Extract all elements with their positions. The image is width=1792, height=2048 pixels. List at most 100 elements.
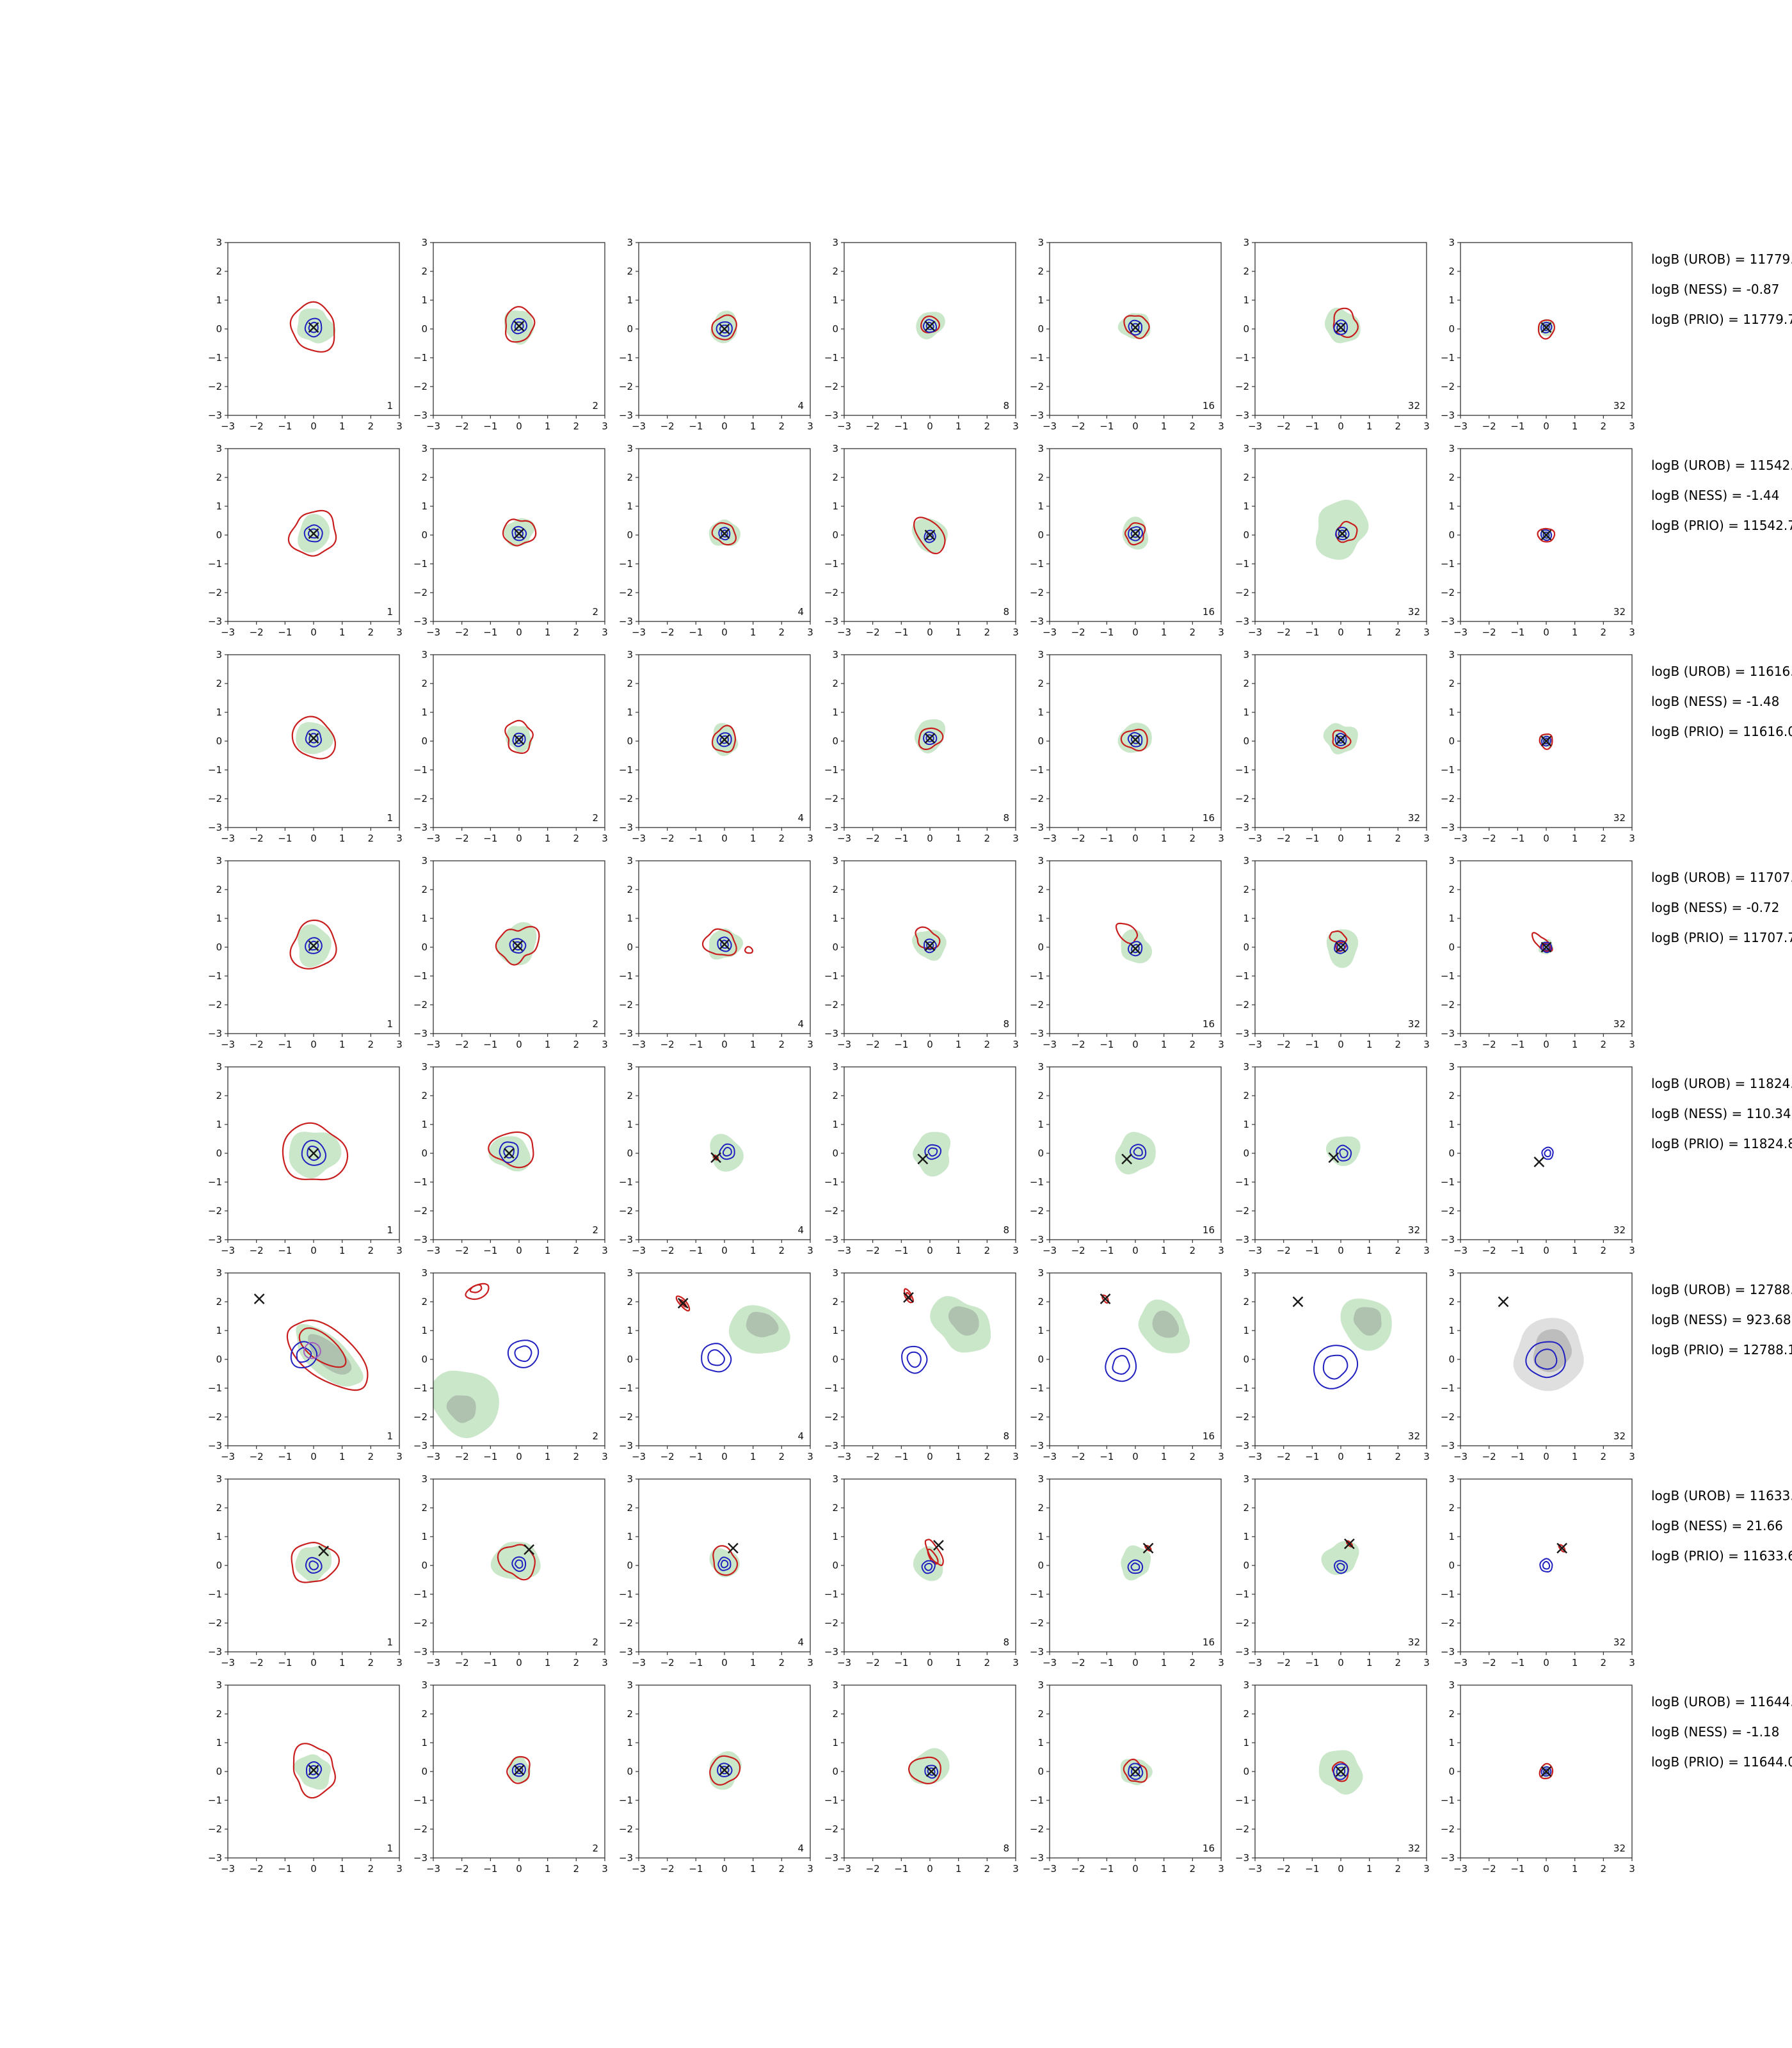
blue-contour-outer bbox=[924, 938, 937, 954]
x-tick-label: 2 bbox=[1395, 833, 1402, 844]
logb-annotation-line: logB (PRIO) = 11633.64 bbox=[1651, 1548, 1792, 1564]
y-tick-label: 2 bbox=[1243, 266, 1249, 277]
x-tick-label: −2 bbox=[1071, 420, 1085, 432]
truth-cross-marker bbox=[1540, 735, 1552, 747]
x-tick-label: −3 bbox=[837, 627, 851, 638]
y-tick-label: 1 bbox=[216, 1531, 222, 1542]
y-tick-label: 2 bbox=[1448, 1502, 1455, 1514]
y-tick-label: 2 bbox=[832, 678, 838, 689]
ensemble-size-label: 32 bbox=[1613, 1430, 1626, 1442]
y-tick-label: 1 bbox=[421, 1119, 428, 1130]
y-tick-label: 2 bbox=[421, 1090, 428, 1101]
truth-cross-marker bbox=[917, 1153, 929, 1165]
y-tick-label: 0 bbox=[1037, 735, 1044, 747]
x-tick-label: −3 bbox=[632, 833, 646, 844]
y-tick-label: −1 bbox=[1030, 1176, 1044, 1188]
red-contour bbox=[291, 716, 337, 760]
plot-area bbox=[710, 1133, 744, 1172]
truth-cross-marker bbox=[924, 940, 936, 952]
y-tick-label: 3 bbox=[832, 1267, 838, 1279]
y-tick-label: −1 bbox=[413, 352, 428, 364]
plot-area bbox=[1318, 1750, 1363, 1795]
y-tick-label: 3 bbox=[627, 1473, 633, 1485]
blue-contour-inner bbox=[308, 321, 319, 333]
y-tick-label: −1 bbox=[1030, 1382, 1044, 1394]
blue-contour-inner bbox=[308, 733, 319, 744]
logb-annotation-line: logB (UROB) = 11542.75 bbox=[1651, 458, 1792, 473]
x-tick-label: −3 bbox=[837, 1657, 851, 1668]
y-tick-label: 3 bbox=[832, 855, 838, 867]
x-tick-label: 0 bbox=[721, 420, 728, 432]
ensemble-size-label: 2 bbox=[592, 1843, 598, 1854]
x-tick-label: 0 bbox=[310, 833, 317, 844]
truth-cross-marker bbox=[1335, 1766, 1347, 1777]
x-tick-label: −1 bbox=[1305, 1657, 1319, 1668]
y-tick-label: −3 bbox=[824, 616, 838, 627]
plot-area bbox=[292, 1743, 336, 1799]
x-tick-label: −3 bbox=[1043, 833, 1057, 844]
blue-contour-inner bbox=[512, 941, 523, 951]
plot-area bbox=[701, 928, 753, 960]
x-tick-label: −2 bbox=[1482, 1451, 1496, 1462]
x-tick-label: 1 bbox=[1366, 1863, 1373, 1875]
y-tick-label: −3 bbox=[619, 410, 633, 421]
truth-cross-marker bbox=[1498, 1296, 1509, 1308]
x-tick-label: 1 bbox=[1572, 833, 1578, 844]
y-tick-label: 3 bbox=[1243, 1679, 1249, 1691]
x-tick-label: 1 bbox=[956, 1863, 962, 1875]
truth-cross-marker bbox=[1556, 1542, 1567, 1554]
y-tick-label: 0 bbox=[1243, 941, 1249, 953]
y-tick-label: 2 bbox=[832, 884, 838, 895]
x-tick-label: −1 bbox=[1510, 1039, 1524, 1050]
x-tick-label: −1 bbox=[689, 1657, 703, 1668]
blue-contour-inner bbox=[721, 529, 728, 538]
y-tick-label: −1 bbox=[824, 1382, 838, 1394]
x-tick-label: −3 bbox=[1248, 1657, 1262, 1668]
x-tick-label: −1 bbox=[1100, 833, 1114, 844]
x-tick-label: −1 bbox=[1510, 627, 1524, 638]
y-tick-label: −3 bbox=[1441, 1852, 1455, 1864]
plot-area bbox=[1539, 1542, 1567, 1572]
y-tick-label: 3 bbox=[1037, 649, 1044, 660]
ensemble-size-label: 4 bbox=[797, 400, 804, 412]
y-tick-label: 3 bbox=[421, 1267, 428, 1279]
x-tick-label: 3 bbox=[1423, 1657, 1430, 1668]
truth-cross-marker bbox=[1121, 1153, 1132, 1165]
truth-cross-marker bbox=[1344, 1538, 1355, 1549]
x-tick-label: −1 bbox=[1305, 1245, 1319, 1256]
ensemble-size-label: 4 bbox=[797, 1224, 804, 1236]
x-tick-label: 0 bbox=[310, 1863, 317, 1875]
blue-contour-inner bbox=[720, 1560, 729, 1569]
blue-contour-outer bbox=[717, 936, 732, 952]
x-tick-label: −1 bbox=[278, 420, 292, 432]
y-tick-label: 2 bbox=[627, 1502, 633, 1514]
y-tick-label: 1 bbox=[1037, 1119, 1044, 1130]
green-kde-region bbox=[504, 310, 534, 345]
green-kde-region bbox=[930, 1296, 991, 1353]
blue-contour-outer bbox=[499, 1141, 519, 1164]
x-tick-label: 1 bbox=[339, 1039, 346, 1050]
y-tick-label: 1 bbox=[1448, 500, 1455, 512]
x-tick-label: −2 bbox=[1071, 1245, 1085, 1256]
x-tick-label: −1 bbox=[278, 1039, 292, 1050]
x-tick-label: −3 bbox=[837, 1245, 851, 1256]
y-tick-label: −1 bbox=[1235, 1588, 1249, 1600]
x-tick-label: 3 bbox=[1629, 1863, 1635, 1875]
x-tick-label: −2 bbox=[866, 833, 880, 844]
y-tick-label: 1 bbox=[1037, 1325, 1044, 1336]
plot-area bbox=[1292, 1296, 1392, 1389]
y-tick-label: 1 bbox=[1448, 1119, 1455, 1130]
y-tick-label: 1 bbox=[1037, 1531, 1044, 1542]
y-tick-label: −2 bbox=[1441, 793, 1455, 804]
